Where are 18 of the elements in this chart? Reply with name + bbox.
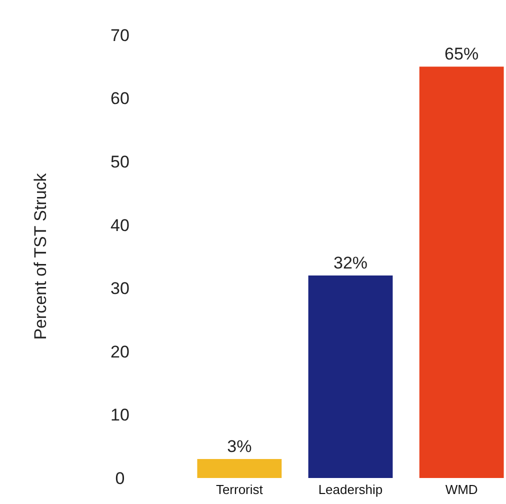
- y-tick-label: 30: [110, 279, 130, 298]
- y-tick-label: 50: [110, 152, 130, 172]
- y-axis-title: Percent of TST Struck: [31, 172, 50, 340]
- y-tick-label: 40: [110, 216, 130, 235]
- x-tick-label: Terrorist: [216, 482, 264, 497]
- x-tick-label: Leadership: [318, 482, 383, 497]
- y-tick-label: 70: [110, 26, 130, 45]
- y-tick-label: 20: [110, 342, 130, 362]
- x-tick-label: WMD: [445, 482, 478, 497]
- data-label: 32%: [333, 253, 368, 272]
- y-tick-label: 60: [110, 89, 130, 108]
- data-label: 3%: [227, 437, 252, 456]
- bar: [419, 66, 504, 478]
- y-tick-label: 0: [115, 468, 125, 488]
- data-label: 65%: [444, 44, 479, 64]
- bar: [308, 275, 393, 478]
- bar: [197, 459, 282, 478]
- y-tick-label: 10: [110, 406, 130, 425]
